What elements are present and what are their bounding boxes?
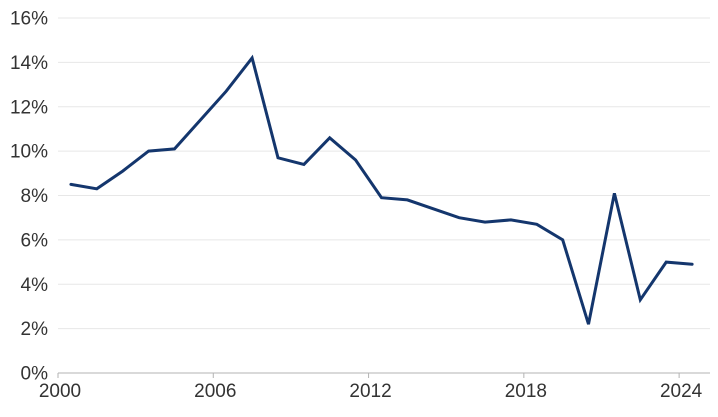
- x-tick-label: 2006: [194, 381, 236, 402]
- y-tick-label: 10%: [10, 142, 48, 163]
- y-tick-label: 8%: [21, 186, 49, 207]
- y-tick-label: 12%: [10, 97, 48, 118]
- x-tick-label: 2018: [505, 381, 547, 402]
- x-tick-label: 2012: [349, 381, 391, 402]
- x-tick-label: 2000: [39, 381, 81, 402]
- y-tick-label: 14%: [10, 53, 48, 74]
- x-tick-label: 2024: [660, 381, 703, 402]
- y-tick-label: 2%: [21, 319, 49, 340]
- y-tick-label: 4%: [21, 275, 49, 296]
- y-tick-label: 16%: [10, 9, 48, 30]
- data-series-line: [69, 54, 694, 325]
- y-tick-label: 6%: [21, 230, 49, 251]
- y-tick-label: 0%: [21, 364, 49, 385]
